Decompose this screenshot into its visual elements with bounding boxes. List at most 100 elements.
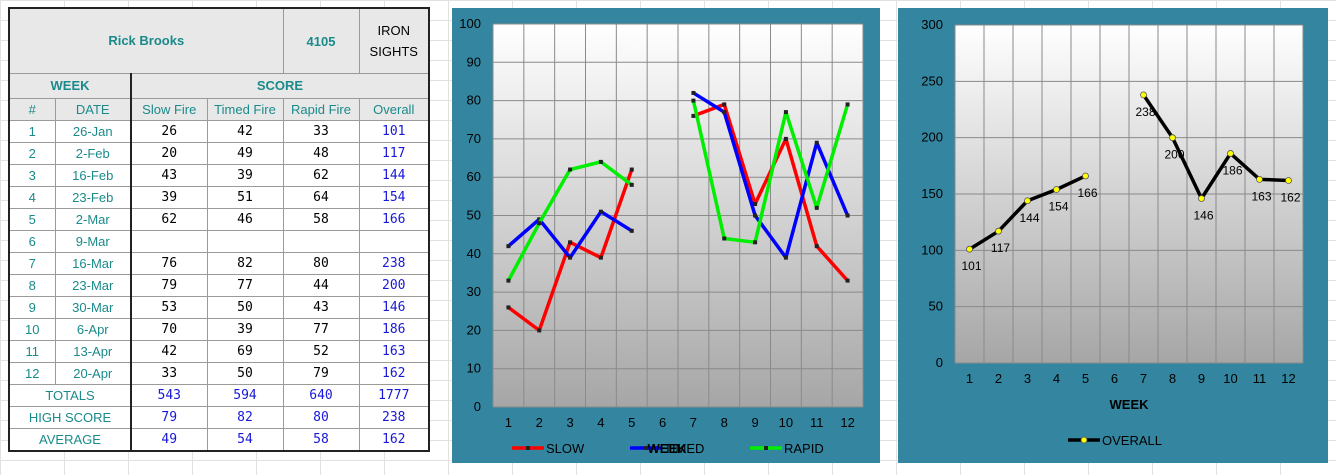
timed-fire-cell[interactable]: 42 [206, 120, 284, 143]
week-number-cell[interactable]: 6 [8, 230, 56, 253]
slow-fire-cell[interactable]: 43 [130, 164, 208, 187]
col-header-slow[interactable]: Slow Fire [130, 98, 208, 121]
date-cell[interactable]: 30-Mar [54, 296, 132, 319]
overall-cell[interactable]: 144 [358, 164, 430, 187]
date-cell[interactable]: 6-Apr [54, 318, 132, 341]
summary-overall-cell[interactable]: 162 [358, 428, 430, 452]
date-cell[interactable]: 23-Mar [54, 274, 132, 297]
timed-fire-cell[interactable]: 50 [206, 296, 284, 319]
date-cell[interactable]: 13-Apr [54, 340, 132, 363]
overall-cell[interactable]: 163 [358, 340, 430, 363]
timed-fire-cell[interactable]: 69 [206, 340, 284, 363]
score-section-header[interactable]: SCORE [130, 73, 430, 99]
week-number-cell[interactable]: 12 [8, 362, 56, 385]
summary-slow-cell[interactable]: 49 [130, 428, 208, 452]
week-number-cell[interactable]: 3 [8, 164, 56, 187]
timed-fire-cell[interactable]: 51 [206, 186, 284, 209]
overall-cell[interactable] [358, 230, 430, 253]
summary-timed-cell[interactable]: 594 [206, 384, 284, 407]
summary-overall-cell[interactable]: 1777 [358, 384, 430, 407]
rapid-fire-cell[interactable]: 58 [282, 208, 360, 231]
timed-fire-cell[interactable]: 39 [206, 318, 284, 341]
week-number-cell[interactable]: 7 [8, 252, 56, 275]
summary-slow-cell[interactable]: 543 [130, 384, 208, 407]
overall-score-chart[interactable]: 0 50 100 150 200 250 300 1 2 3 4 5 6 7 8 9 10 11 12 101 117 1… [898, 8, 1328, 463]
slow-fire-cell[interactable]: 33 [130, 362, 208, 385]
summary-rapid-cell[interactable]: 58 [282, 428, 360, 452]
overall-cell[interactable]: 200 [358, 274, 430, 297]
timed-fire-cell[interactable]: 49 [206, 142, 284, 165]
overall-cell[interactable]: 154 [358, 186, 430, 209]
rapid-fire-cell[interactable]: 62 [282, 164, 360, 187]
category[interactable]: IRON SIGHTS [358, 7, 430, 74]
shooter-number[interactable]: 4105 [282, 7, 360, 74]
component-scores-chart[interactable]: 0 10 20 30 40 50 60 70 80 90 100 1 2 3 4 5 6 7 8 9 10 11 12 SLO… [452, 8, 880, 463]
summary-slow-cell[interactable]: 79 [130, 406, 208, 429]
timed-fire-cell[interactable]: 39 [206, 164, 284, 187]
date-cell[interactable]: 16-Mar [54, 252, 132, 275]
shooter-name[interactable]: Rick Brooks [8, 7, 284, 74]
col-header-overall[interactable]: Overall [358, 98, 430, 121]
slow-fire-cell[interactable]: 70 [130, 318, 208, 341]
timed-fire-cell[interactable]: 50 [206, 362, 284, 385]
overall-cell[interactable]: 186 [358, 318, 430, 341]
summary-timed-cell[interactable]: 82 [206, 406, 284, 429]
slow-fire-cell[interactable]: 76 [130, 252, 208, 275]
rapid-fire-cell[interactable]: 79 [282, 362, 360, 385]
week-number-cell[interactable]: 5 [8, 208, 56, 231]
week-number-cell[interactable]: 10 [8, 318, 56, 341]
date-cell[interactable]: 26-Jan [54, 120, 132, 143]
week-number-cell[interactable]: 1 [8, 120, 56, 143]
week-section-header[interactable]: WEEK [8, 73, 132, 99]
summary-label[interactable]: HIGH SCORE [8, 406, 132, 429]
overall-cell[interactable]: 166 [358, 208, 430, 231]
summary-label[interactable]: AVERAGE [8, 428, 132, 452]
col-header-rapid[interactable]: Rapid Fire [282, 98, 360, 121]
date-cell[interactable]: 2-Mar [54, 208, 132, 231]
slow-fire-cell[interactable]: 79 [130, 274, 208, 297]
timed-fire-cell[interactable] [206, 230, 284, 253]
slow-fire-cell[interactable]: 26 [130, 120, 208, 143]
rapid-fire-cell[interactable]: 80 [282, 252, 360, 275]
rapid-fire-cell[interactable]: 43 [282, 296, 360, 319]
summary-label[interactable]: TOTALS [8, 384, 132, 407]
col-header-timed[interactable]: Timed Fire [206, 98, 284, 121]
rapid-fire-cell[interactable]: 48 [282, 142, 360, 165]
slow-fire-cell[interactable]: 42 [130, 340, 208, 363]
col-header-date[interactable]: DATE [54, 98, 132, 121]
overall-cell[interactable]: 101 [358, 120, 430, 143]
timed-fire-cell[interactable]: 77 [206, 274, 284, 297]
week-number-cell[interactable]: 8 [8, 274, 56, 297]
week-number-cell[interactable]: 4 [8, 186, 56, 209]
week-number-cell[interactable]: 2 [8, 142, 56, 165]
summary-rapid-cell[interactable]: 640 [282, 384, 360, 407]
overall-cell[interactable]: 162 [358, 362, 430, 385]
overall-cell[interactable]: 238 [358, 252, 430, 275]
week-number-cell[interactable]: 9 [8, 296, 56, 319]
date-cell[interactable]: 23-Feb [54, 186, 132, 209]
date-cell[interactable]: 9-Mar [54, 230, 132, 253]
slow-fire-cell[interactable]: 62 [130, 208, 208, 231]
slow-fire-cell[interactable] [130, 230, 208, 253]
rapid-fire-cell[interactable]: 44 [282, 274, 360, 297]
overall-cell[interactable]: 117 [358, 142, 430, 165]
slow-fire-cell[interactable]: 39 [130, 186, 208, 209]
summary-rapid-cell[interactable]: 80 [282, 406, 360, 429]
rapid-fire-cell[interactable]: 77 [282, 318, 360, 341]
summary-overall-cell[interactable]: 238 [358, 406, 430, 429]
summary-timed-cell[interactable]: 54 [206, 428, 284, 452]
date-cell[interactable]: 20-Apr [54, 362, 132, 385]
timed-fire-cell[interactable]: 82 [206, 252, 284, 275]
rapid-fire-cell[interactable]: 52 [282, 340, 360, 363]
date-cell[interactable]: 2-Feb [54, 142, 132, 165]
slow-fire-cell[interactable]: 53 [130, 296, 208, 319]
col-header-number[interactable]: # [8, 98, 56, 121]
rapid-fire-cell[interactable]: 64 [282, 186, 360, 209]
slow-fire-cell[interactable]: 20 [130, 142, 208, 165]
rapid-fire-cell[interactable] [282, 230, 360, 253]
date-cell[interactable]: 16-Feb [54, 164, 132, 187]
rapid-fire-cell[interactable]: 33 [282, 120, 360, 143]
timed-fire-cell[interactable]: 46 [206, 208, 284, 231]
overall-cell[interactable]: 146 [358, 296, 430, 319]
week-number-cell[interactable]: 11 [8, 340, 56, 363]
